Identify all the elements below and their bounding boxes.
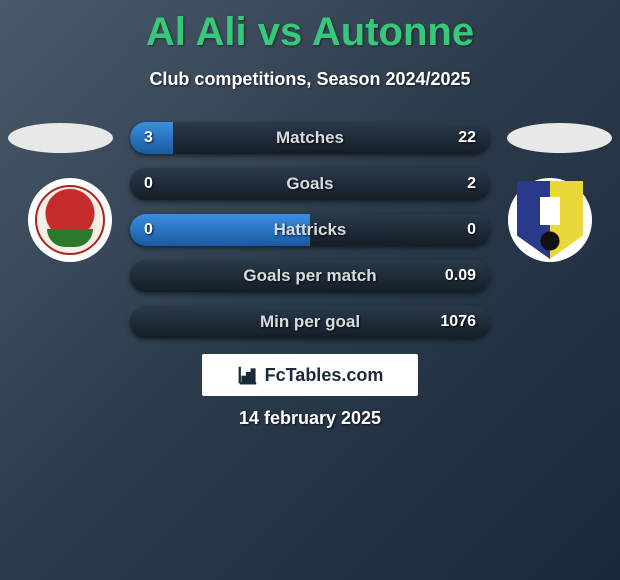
player-plate-left — [8, 123, 113, 153]
stat-row: 1076Min per goal — [130, 306, 490, 338]
date-text: 14 february 2025 — [0, 408, 620, 429]
stat-label: Hattricks — [130, 214, 490, 246]
subtitle: Club competitions, Season 2024/2025 — [0, 69, 620, 90]
stat-label: Goals — [130, 168, 490, 200]
page-title: Al Ali vs Autonne — [0, 0, 620, 55]
stat-label: Matches — [130, 122, 490, 154]
chart-icon — [237, 364, 259, 386]
stats-container: 322Matches 02Goals 00Hattricks 0.09Goals pe… — [130, 122, 490, 352]
branding-text: FcTables.com — [265, 365, 384, 386]
stat-label: Min per goal — [130, 306, 490, 338]
club-crest-right-icon — [517, 181, 583, 259]
stat-label: Goals per match — [130, 260, 490, 292]
club-logo-right — [508, 178, 592, 262]
club-crest-left-icon — [35, 185, 105, 255]
branding[interactable]: FcTables.com — [202, 354, 418, 396]
player-plate-right — [507, 123, 612, 153]
club-logo-left — [28, 178, 112, 262]
stat-row: 02Goals — [130, 168, 490, 200]
stat-row: 322Matches — [130, 122, 490, 154]
stat-row: 0.09Goals per match — [130, 260, 490, 292]
stat-row: 00Hattricks — [130, 214, 490, 246]
